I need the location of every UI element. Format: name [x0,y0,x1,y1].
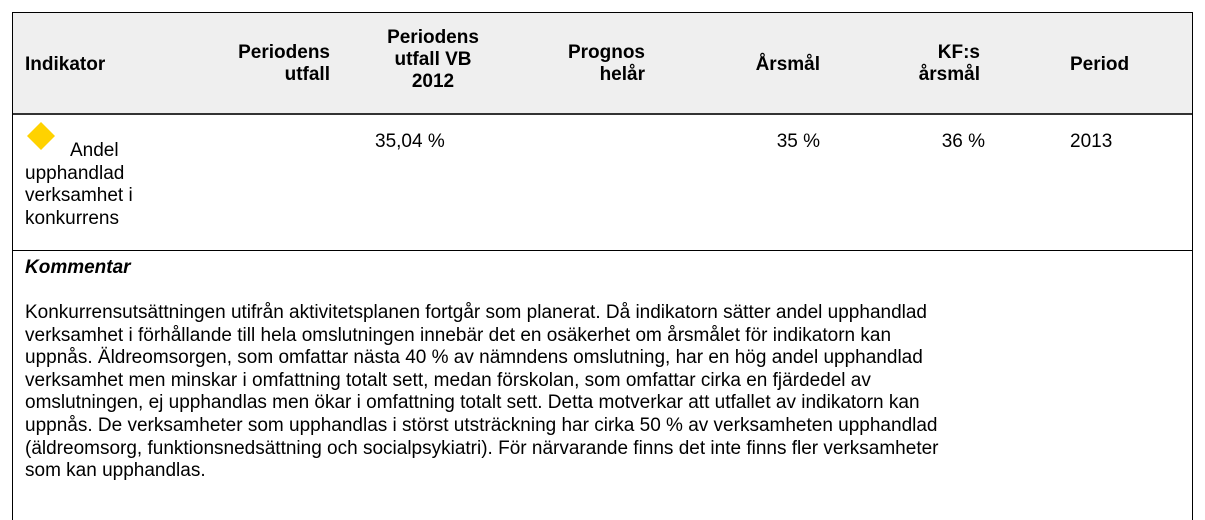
comment-line: som kan upphandlas. [25,460,206,482]
comment-title: Kommentar [25,257,131,278]
header-row [12,12,1192,115]
comment-line: omslutningen, ej upphandlas men ökar i o… [25,392,920,414]
comment-line: (äldreomsorg, funktionsnedsättning och s… [25,437,939,459]
column-header: Indikator [25,54,106,75]
column-header: Årsmål [755,54,820,75]
status-icon [27,122,55,150]
cell: 2013 [1070,131,1113,152]
cell: 36 % [941,131,985,152]
border [12,12,13,520]
column-header: Period [1070,54,1130,75]
column-header: Prognos helår [567,42,645,85]
comment-line: verksamhet men minskar i omfattning tota… [25,369,871,391]
indicator-name: Andel upphandlad verksamhet i konkurrens [25,140,133,229]
comment-text: Konkurrensutsättningen utifrån aktivitet… [25,302,939,483]
border [1192,12,1193,520]
column-header: Periodens utfall VB 2012 [387,27,479,92]
comment-line: uppnås. De verksamheter som upphandlas i… [25,414,938,436]
comment-line: Konkurrensutsättningen utifrån aktivitet… [25,302,927,323]
column-header: Periodens utfall [238,42,330,85]
comment-line: verksamhet i förhållande till hela omslu… [25,324,892,346]
column-header: KF:s årsmål [918,42,980,85]
comment-line: uppnås. Äldreomsorgen, som omfattar näst… [25,347,923,369]
cell: 35 % [776,131,820,152]
cell: 35,04 % [375,131,445,152]
row-separator [12,250,1192,251]
